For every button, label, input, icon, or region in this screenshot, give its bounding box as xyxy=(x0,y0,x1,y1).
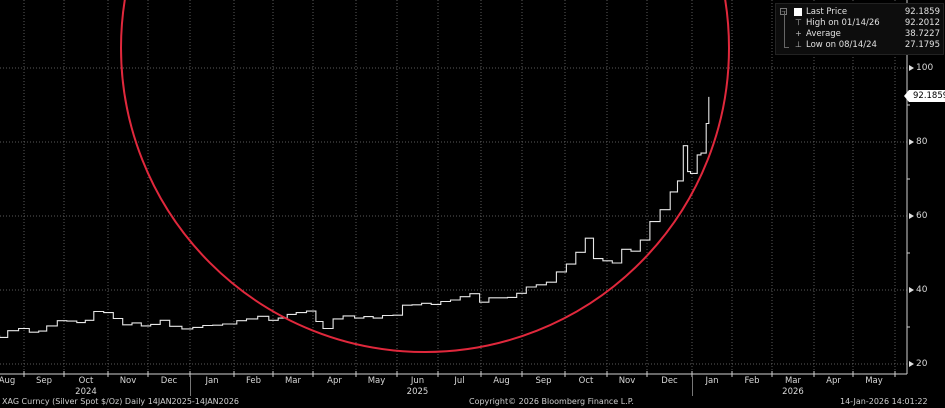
y-tick-arrow-icon xyxy=(909,213,914,219)
legend-row-low[interactable]: ⊥ Low on 08/14/24 27.1795 xyxy=(794,40,940,50)
x-tick-label: Dec xyxy=(160,376,178,386)
x-tick-label: May xyxy=(865,376,883,386)
x-tick-label: Jan xyxy=(705,376,719,386)
legend-value: 38.7227 xyxy=(904,29,940,39)
year-label: 2026 xyxy=(782,387,804,397)
legend-panel[interactable]: − Last Price 92.1859 ⊤ High on 01/14/26 9… xyxy=(775,3,944,55)
legend-label: High on 01/14/26 xyxy=(806,18,880,28)
x-tick-label: Jan xyxy=(205,376,219,386)
x-tick-label: Mar xyxy=(284,376,302,386)
x-tick-label: Aug xyxy=(0,376,16,386)
year-label: 2025 xyxy=(406,387,429,397)
legend-value: 27.1795 xyxy=(904,40,940,50)
x-tick-label: Jun xyxy=(410,376,425,386)
year-separator xyxy=(190,376,191,396)
x-tick-label: May xyxy=(367,376,386,386)
legend-value: 92.2012 xyxy=(904,18,940,28)
legend-label: Last Price xyxy=(806,7,848,17)
legend-row-last-price[interactable]: Last Price 92.1859 xyxy=(794,7,940,17)
legend-row-average[interactable]: + Average 38.7227 xyxy=(794,29,940,39)
x-tick-label: Feb xyxy=(245,376,262,386)
x-tick-label: Nov xyxy=(119,376,137,386)
y-tick-label: 40 xyxy=(916,285,928,295)
last-price-tag: 92.1859 xyxy=(903,90,945,102)
legend-tree-bracket xyxy=(784,11,789,48)
year-label: 2024 xyxy=(75,387,97,397)
x-tick-label: Sep xyxy=(535,376,552,386)
y-tick-label: 20 xyxy=(916,359,928,369)
y-tick-arrow-icon xyxy=(909,65,914,71)
x-tick-label: Aug xyxy=(493,376,510,386)
last-price-square-icon xyxy=(794,8,802,16)
x-tick-label: Sep xyxy=(35,376,53,386)
red-annotation-circle xyxy=(120,0,730,353)
security-description: XAG Curncy (Silver Spot $/Oz) Daily 14JA… xyxy=(2,397,240,406)
copyright-text: Copyright© 2026 Bloomberg Finance L.P. xyxy=(469,397,634,406)
y-tick-label: 60 xyxy=(916,211,928,221)
y-tick-arrow-icon xyxy=(909,287,914,293)
gridlines xyxy=(0,0,907,374)
legend-row-high[interactable]: ⊤ High on 01/14/26 92.2012 xyxy=(794,18,940,28)
average-marker-icon: + xyxy=(795,29,802,38)
collapse-icon[interactable]: − xyxy=(780,8,787,15)
x-tick-label: Feb xyxy=(744,376,760,386)
x-tick-label: Apr xyxy=(327,376,342,386)
low-marker-icon: ⊥ xyxy=(795,40,802,49)
timestamp: 14-Jan-2026 14:01:22 xyxy=(840,397,928,406)
y-tick-label: 100 xyxy=(916,63,934,73)
x-tick-label: Apr xyxy=(826,376,841,386)
x-tick-label: Mar xyxy=(784,376,802,386)
legend-label: Average xyxy=(806,29,841,39)
x-tick-label: Oct xyxy=(78,376,94,386)
legend-value: 92.1859 xyxy=(904,7,940,17)
legend-label: Low on 08/14/24 xyxy=(806,40,877,50)
x-tick-label: Jul xyxy=(454,376,465,386)
year-separator xyxy=(692,376,693,396)
x-tick-label: Oct xyxy=(578,376,594,386)
y-tick-arrow-icon xyxy=(909,139,914,145)
x-tick-label: Dec xyxy=(661,376,678,386)
price-series-line xyxy=(0,96,710,338)
high-marker-icon: ⊤ xyxy=(795,18,802,27)
axes xyxy=(0,0,910,377)
y-tick-arrow-icon xyxy=(909,361,914,367)
y-tick-label: 80 xyxy=(916,137,928,147)
x-tick-label: Nov xyxy=(618,376,636,386)
